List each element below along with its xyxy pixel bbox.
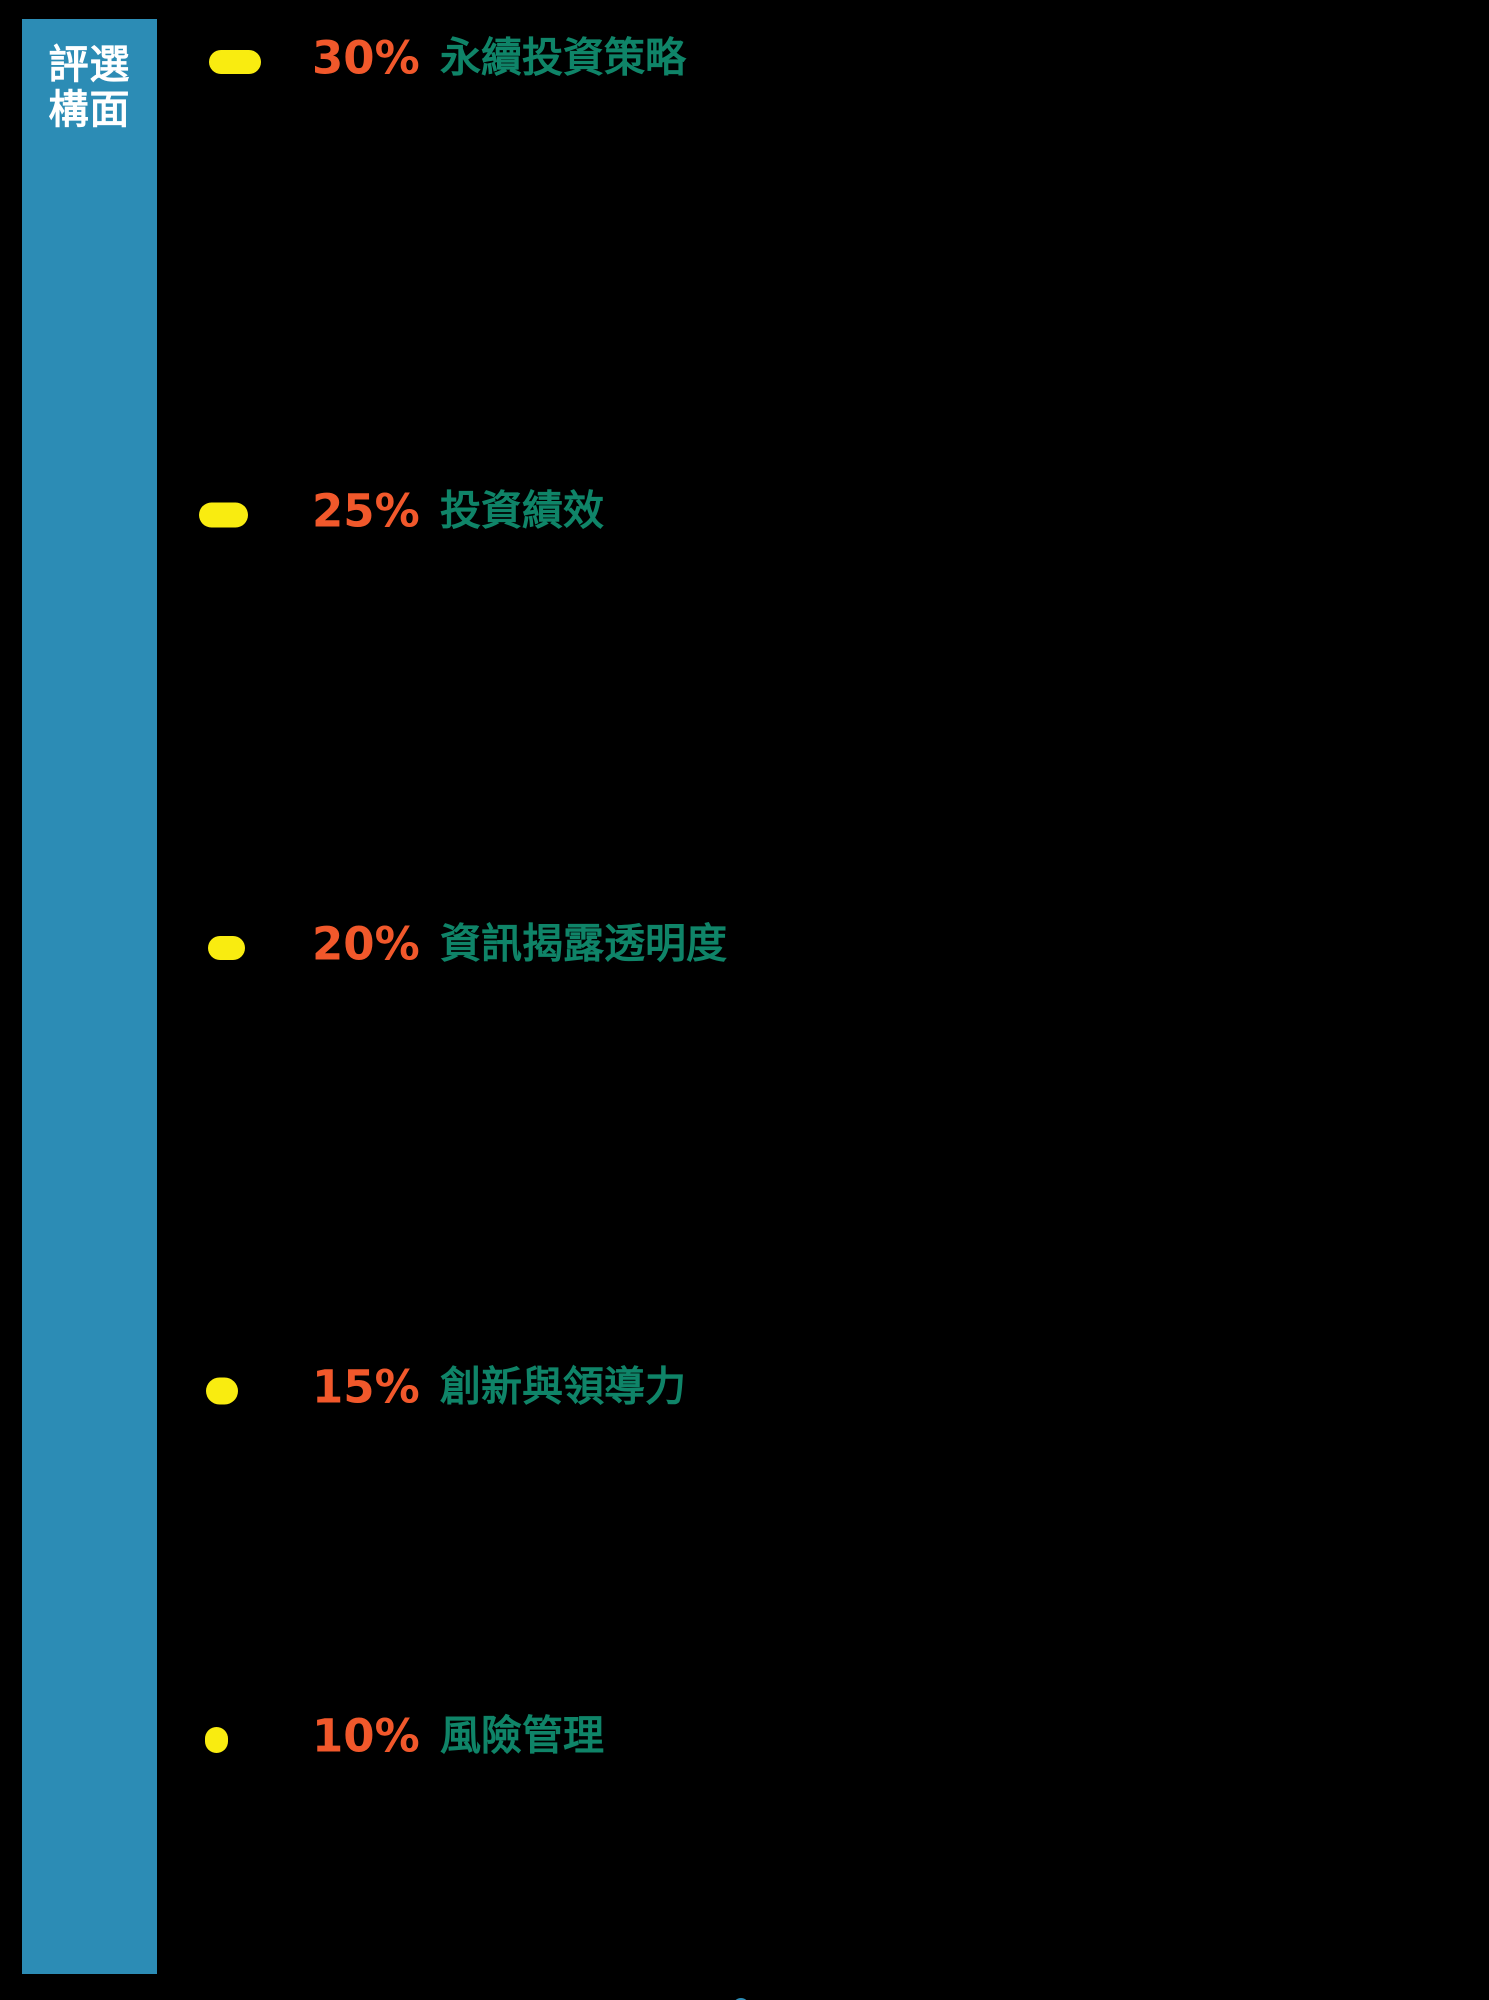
weight-percent: 10% [312, 1709, 420, 1763]
weight-percent: 15% [312, 1360, 420, 1414]
bar-title-line1: 評選 [48, 42, 131, 88]
criteria-label: 資訊揭露透明度 [440, 919, 727, 968]
weight-percent: 20% [312, 917, 420, 971]
weight-percent: 25% [312, 484, 420, 538]
weight-marker-icon [199, 502, 248, 528]
weight-percent: 30% [312, 31, 420, 85]
weight-marker-icon [205, 1727, 228, 1753]
weight-marker-icon [208, 936, 245, 960]
weight-marker-icon [206, 1377, 238, 1405]
criteria-label: 創新與領導力 [440, 1362, 686, 1411]
weight-marker-icon [209, 50, 261, 74]
clipped-dot-decoration [733, 1998, 749, 2000]
criteria-label: 永續投資策略 [440, 33, 686, 82]
criteria-label: 風險管理 [440, 1711, 604, 1760]
bar-title-line2: 構面 [48, 87, 131, 133]
evaluation-dimensions-bar: 評選 構面 [22, 19, 157, 1974]
criteria-label: 投資績效 [440, 486, 604, 535]
